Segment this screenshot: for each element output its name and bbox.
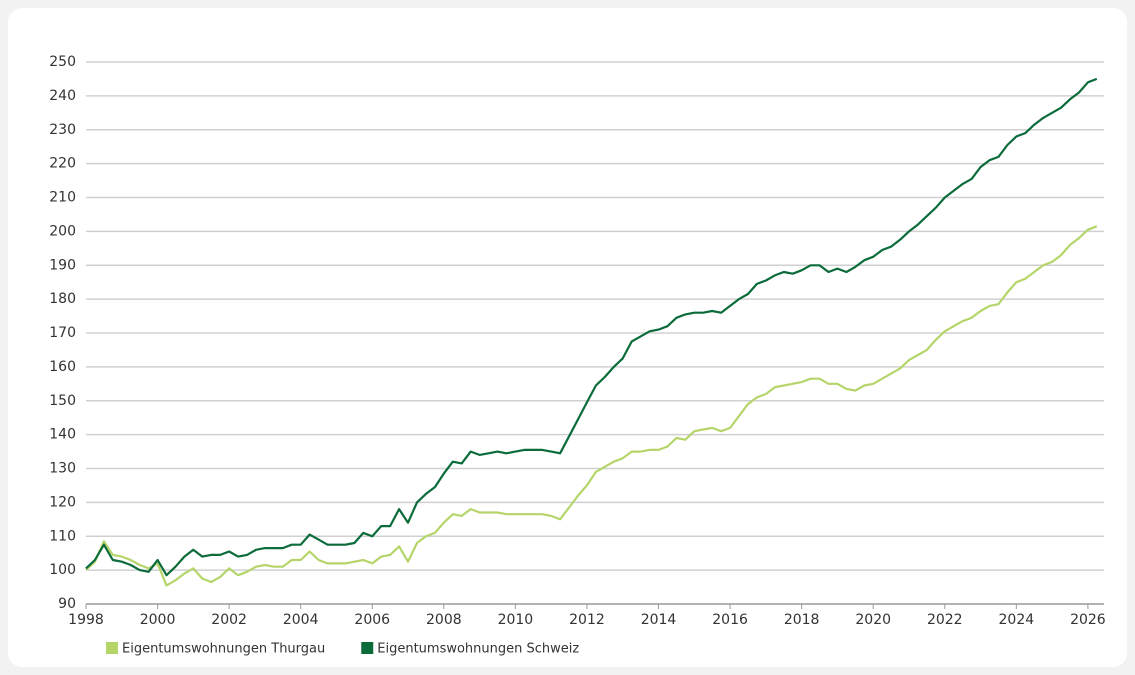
x-tick-label: 2024: [999, 612, 1035, 628]
x-tick-label: 2012: [569, 612, 605, 628]
y-tick-label: 250: [49, 54, 76, 70]
y-tick-label: 110: [49, 528, 76, 544]
legend-label: Eigentumswohnungen Thurgau: [122, 642, 325, 657]
y-tick-label: 130: [49, 461, 76, 477]
legend-swatch: [106, 642, 118, 654]
y-tick-label: 170: [49, 325, 76, 341]
x-tick-label: 2010: [498, 612, 534, 628]
y-tick-label: 120: [49, 494, 76, 510]
y-tick-label: 180: [49, 291, 76, 307]
y-tick-label: 200: [49, 223, 76, 239]
series-line: [85, 77, 1098, 577]
y-tick-label: 210: [49, 190, 76, 206]
x-tick-label: 2022: [927, 612, 963, 628]
x-tick-label: 2014: [641, 612, 677, 628]
x-tick-label: 2004: [283, 612, 319, 628]
y-tick-label: 100: [49, 562, 76, 578]
x-tick-label: 2016: [712, 612, 748, 628]
y-tick-label: 220: [49, 156, 76, 172]
x-tick-label: 2008: [426, 612, 462, 628]
x-tick-label: 2002: [211, 612, 247, 628]
x-tick-label: 2018: [784, 612, 820, 628]
x-tick-label: 2026: [1070, 612, 1106, 628]
series-line: [85, 225, 1098, 587]
y-tick-label: 160: [49, 359, 76, 375]
y-tick-label: 140: [49, 427, 76, 443]
y-tick-label: 230: [49, 122, 76, 138]
x-tick-label: 2020: [855, 612, 891, 628]
y-tick-label: 90: [58, 596, 76, 612]
y-tick-label: 240: [49, 88, 76, 104]
legend-label: Eigentumswohnungen Schweiz: [377, 642, 579, 657]
x-tick-label: 2000: [140, 612, 176, 628]
x-tick-label: 2006: [354, 612, 390, 628]
card: [8, 8, 1127, 667]
y-tick-label: 190: [49, 257, 76, 273]
x-tick-label: 1998: [68, 612, 104, 628]
y-tick-label: 150: [49, 393, 76, 409]
legend-swatch: [361, 642, 374, 654]
